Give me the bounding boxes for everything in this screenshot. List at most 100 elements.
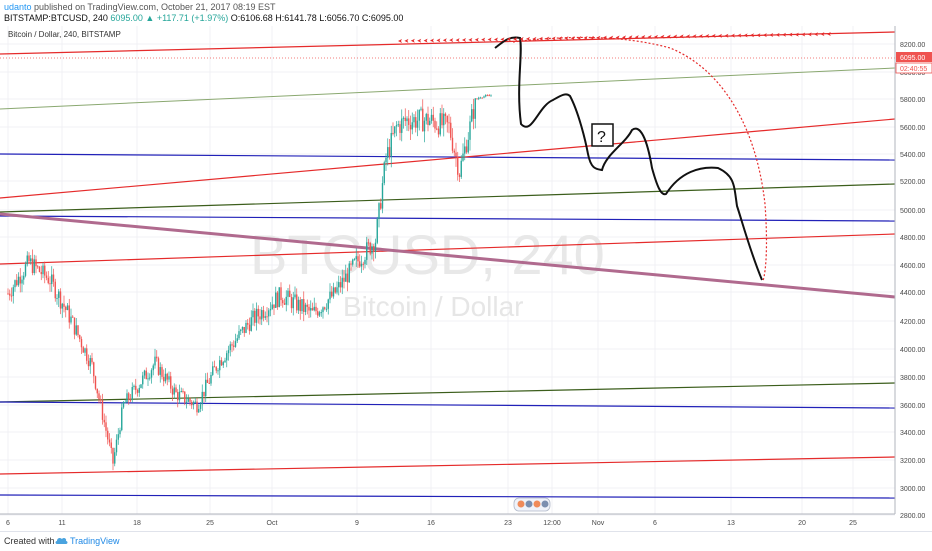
- candle-body: [315, 306, 317, 312]
- candle-body: [416, 120, 419, 128]
- candle-body: [142, 375, 144, 385]
- candle-body: [217, 370, 219, 372]
- candle-body: [381, 183, 384, 209]
- candle-body: [290, 297, 293, 309]
- candle-body: [33, 259, 35, 274]
- last-price-tag: [896, 52, 932, 62]
- time-axis[interactable]: 6 11 18 25 Oct 9 16 23 12:00 Nov 6 13 20 25: [0, 513, 895, 527]
- candle-body: [378, 203, 380, 220]
- candle-body: [100, 399, 102, 401]
- candle-body: [145, 370, 147, 380]
- arrow-marker: [558, 36, 562, 41]
- event-dot-icon: [533, 500, 541, 508]
- candle-body: [352, 259, 354, 265]
- price-tick-label: 4200.00: [900, 319, 925, 326]
- events-badge[interactable]: [513, 497, 551, 512]
- arrow-marker: [647, 34, 652, 39]
- candle-body: [294, 294, 296, 298]
- price-tick-label: 3200.00: [900, 458, 925, 465]
- candle-body: [30, 258, 32, 262]
- arrow-marker: [417, 38, 422, 43]
- candle-body: [467, 139, 469, 153]
- arrow-marker: [551, 36, 556, 41]
- trend-line: [0, 67, 896, 110]
- author-link[interactable]: udanto: [4, 2, 32, 12]
- arrow-marker: [801, 32, 806, 37]
- candle-body: [187, 398, 189, 402]
- candle-body: [394, 126, 396, 134]
- countdown-tag: [895, 62, 932, 74]
- candle-body: [82, 347, 84, 353]
- candle-body: [131, 387, 133, 400]
- arrow-marker: [654, 34, 658, 39]
- symbol-label[interactable]: BITSTAMP:BTCUSD, 240: [4, 13, 108, 23]
- candle-body: [63, 303, 65, 307]
- candle-body: [224, 360, 226, 363]
- candle-body: [159, 367, 161, 375]
- candle-body: [387, 147, 389, 158]
- candle-body: [339, 282, 342, 288]
- candle-body: [10, 295, 13, 297]
- arrow-marker: [532, 36, 537, 41]
- candle-body: [350, 263, 352, 265]
- time-tick-label: 6: [6, 520, 10, 527]
- candle-body: [143, 370, 146, 376]
- candle-body: [138, 387, 140, 393]
- tradingview-link[interactable]: TradingView: [70, 536, 120, 546]
- candle-body: [40, 271, 42, 275]
- candle-body: [301, 299, 303, 312]
- candle-body: [247, 322, 249, 325]
- price-tick-label: 5800.00: [900, 97, 925, 104]
- candle-body: [367, 242, 370, 244]
- arrow-marker: [398, 39, 402, 43]
- trend-line: [0, 118, 896, 199]
- candle-body: [42, 265, 44, 275]
- price-tick-label: 3400.00: [900, 430, 925, 437]
- candle-body: [79, 335, 81, 340]
- candle-body: [269, 308, 272, 311]
- candle-body: [178, 391, 181, 401]
- candle-body: [61, 303, 63, 309]
- chart-area[interactable]: BTCUSD, 240 Bitcoin / Dollar ? Bitcoin /…: [0, 26, 932, 531]
- candle-body: [87, 360, 90, 367]
- trend-line: [0, 382, 896, 403]
- price-tick-label: 3000.00: [900, 486, 925, 493]
- trend-line: [0, 212, 896, 299]
- candle-body: [380, 203, 382, 209]
- candle-body: [205, 379, 207, 397]
- time-tick-label: 25: [206, 520, 214, 527]
- chart-svg[interactable]: BTCUSD, 240 Bitcoin / Dollar ? Bitcoin /…: [0, 26, 932, 531]
- candle-body: [254, 310, 256, 323]
- candle-body: [276, 292, 279, 308]
- candle-body: [89, 358, 91, 367]
- candle-body: [129, 399, 132, 401]
- candle-body: [436, 128, 438, 130]
- candle-body: [343, 277, 345, 282]
- candle-body: [98, 393, 100, 400]
- arrow-marker: [711, 33, 716, 38]
- candle-body: [443, 113, 445, 126]
- candle-body: [154, 356, 156, 366]
- candle-body: [240, 329, 242, 332]
- candle-body: [136, 389, 139, 393]
- candle-body: [462, 153, 464, 161]
- candle-body: [423, 120, 426, 132]
- arrow-marker: [788, 32, 793, 37]
- candle-body: [238, 331, 240, 339]
- candle-body: [327, 299, 329, 309]
- candle-body: [297, 299, 300, 311]
- price-tick-label: 4800.00: [900, 235, 925, 242]
- candle-body: [338, 282, 340, 288]
- created-with-label: Created with: [4, 536, 55, 546]
- arrow-marker: [462, 37, 466, 42]
- candle-body: [324, 307, 326, 309]
- candle-body: [437, 128, 440, 135]
- price-axis[interactable]: 8200.00 8000.00 5800.00 5600.00 5400.00 5200.…: [894, 26, 932, 531]
- candle-body: [310, 308, 312, 311]
- candle-body: [147, 378, 149, 380]
- series-legend[interactable]: Bitcoin / Dollar, 240, BITSTAMP: [8, 30, 121, 39]
- price-projection-drawing[interactable]: ?: [398, 32, 831, 282]
- arrow-marker: [442, 38, 447, 43]
- price-tick-label: 5000.00: [900, 208, 925, 215]
- candle-body: [336, 287, 338, 293]
